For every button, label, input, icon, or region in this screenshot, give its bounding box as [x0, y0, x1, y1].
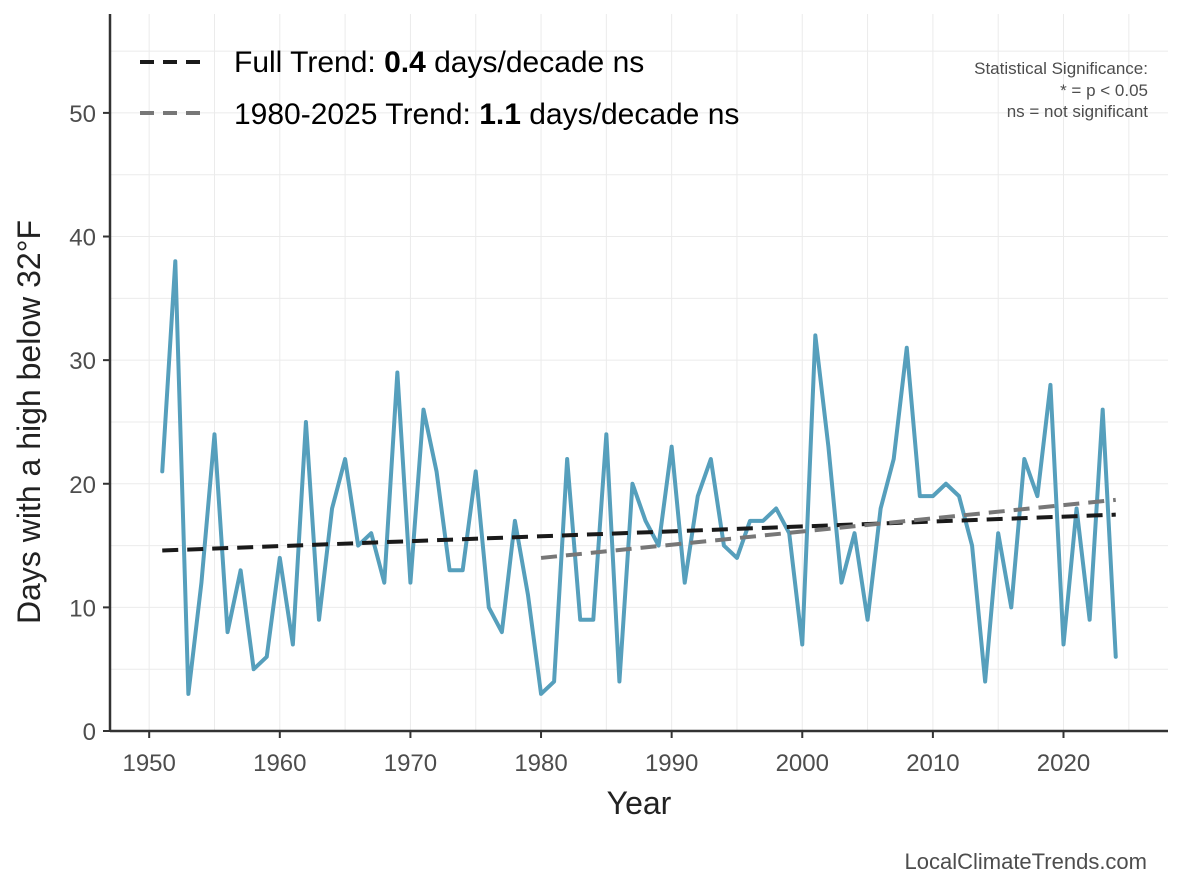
x-tick-label: 2020 — [1037, 750, 1090, 777]
y-tick-label: 40 — [69, 225, 96, 252]
series-line — [160, 259, 1118, 696]
x-axis-title: Year — [607, 785, 672, 821]
trend-lines — [162, 497, 1116, 560]
y-tick-label: 0 — [83, 719, 96, 746]
x-tick-label: 1950 — [122, 750, 175, 777]
y-axis-title: Days with a high below 32°F — [11, 220, 47, 624]
legend-recent-trend-suffix: days/decade ns — [521, 98, 739, 131]
legend-recent-trend-value: 1.1 — [479, 98, 521, 131]
legend: Full Trend: 0.4 days/decade ns 1980-2025… — [140, 46, 739, 131]
legend-recent-trend-prefix: 1980-2025 Trend: — [234, 98, 479, 131]
legend-full-trend-label: Full Trend: 0.4 days/decade ns — [234, 46, 644, 79]
significance-line-1: * = p < 0.05 — [1060, 81, 1148, 100]
data-series — [160, 259, 1118, 696]
x-tick-label: 1960 — [253, 750, 306, 777]
recent-trend-line — [540, 497, 1116, 560]
significance-line-2: ns = not significant — [1007, 102, 1149, 121]
x-tick-label: 1990 — [645, 750, 698, 777]
x-tick-label: 2010 — [906, 750, 959, 777]
y-tick-label: 50 — [69, 101, 96, 128]
significance-title: Statistical Significance: — [974, 59, 1148, 78]
y-tick-label: 30 — [69, 348, 96, 375]
axes — [108, 14, 1168, 733]
legend-full-trend-suffix: days/decade ns — [426, 46, 644, 79]
y-tick-label: 20 — [69, 472, 96, 499]
x-axis-ticks: 1950 1960 1970 1980 1990 2000 2010 2020 — [122, 731, 1090, 777]
x-tick-label: 1980 — [514, 750, 567, 777]
full-trend-line — [162, 512, 1116, 553]
x-tick-label: 1970 — [384, 750, 437, 777]
source-credit: LocalClimateTrends.com — [905, 849, 1148, 874]
y-axis-ticks: 0 10 20 30 40 50 — [69, 101, 110, 746]
y-tick-label: 10 — [69, 595, 96, 622]
significance-note: Statistical Significance: * = p < 0.05 n… — [974, 59, 1148, 121]
legend-recent-trend-label: 1980-2025 Trend: 1.1 days/decade ns — [234, 98, 739, 131]
grid-lines — [110, 14, 1168, 732]
legend-full-trend-value: 0.4 — [384, 46, 426, 79]
x-tick-label: 2000 — [776, 750, 829, 777]
legend-full-trend-prefix: Full Trend: — [234, 46, 384, 79]
